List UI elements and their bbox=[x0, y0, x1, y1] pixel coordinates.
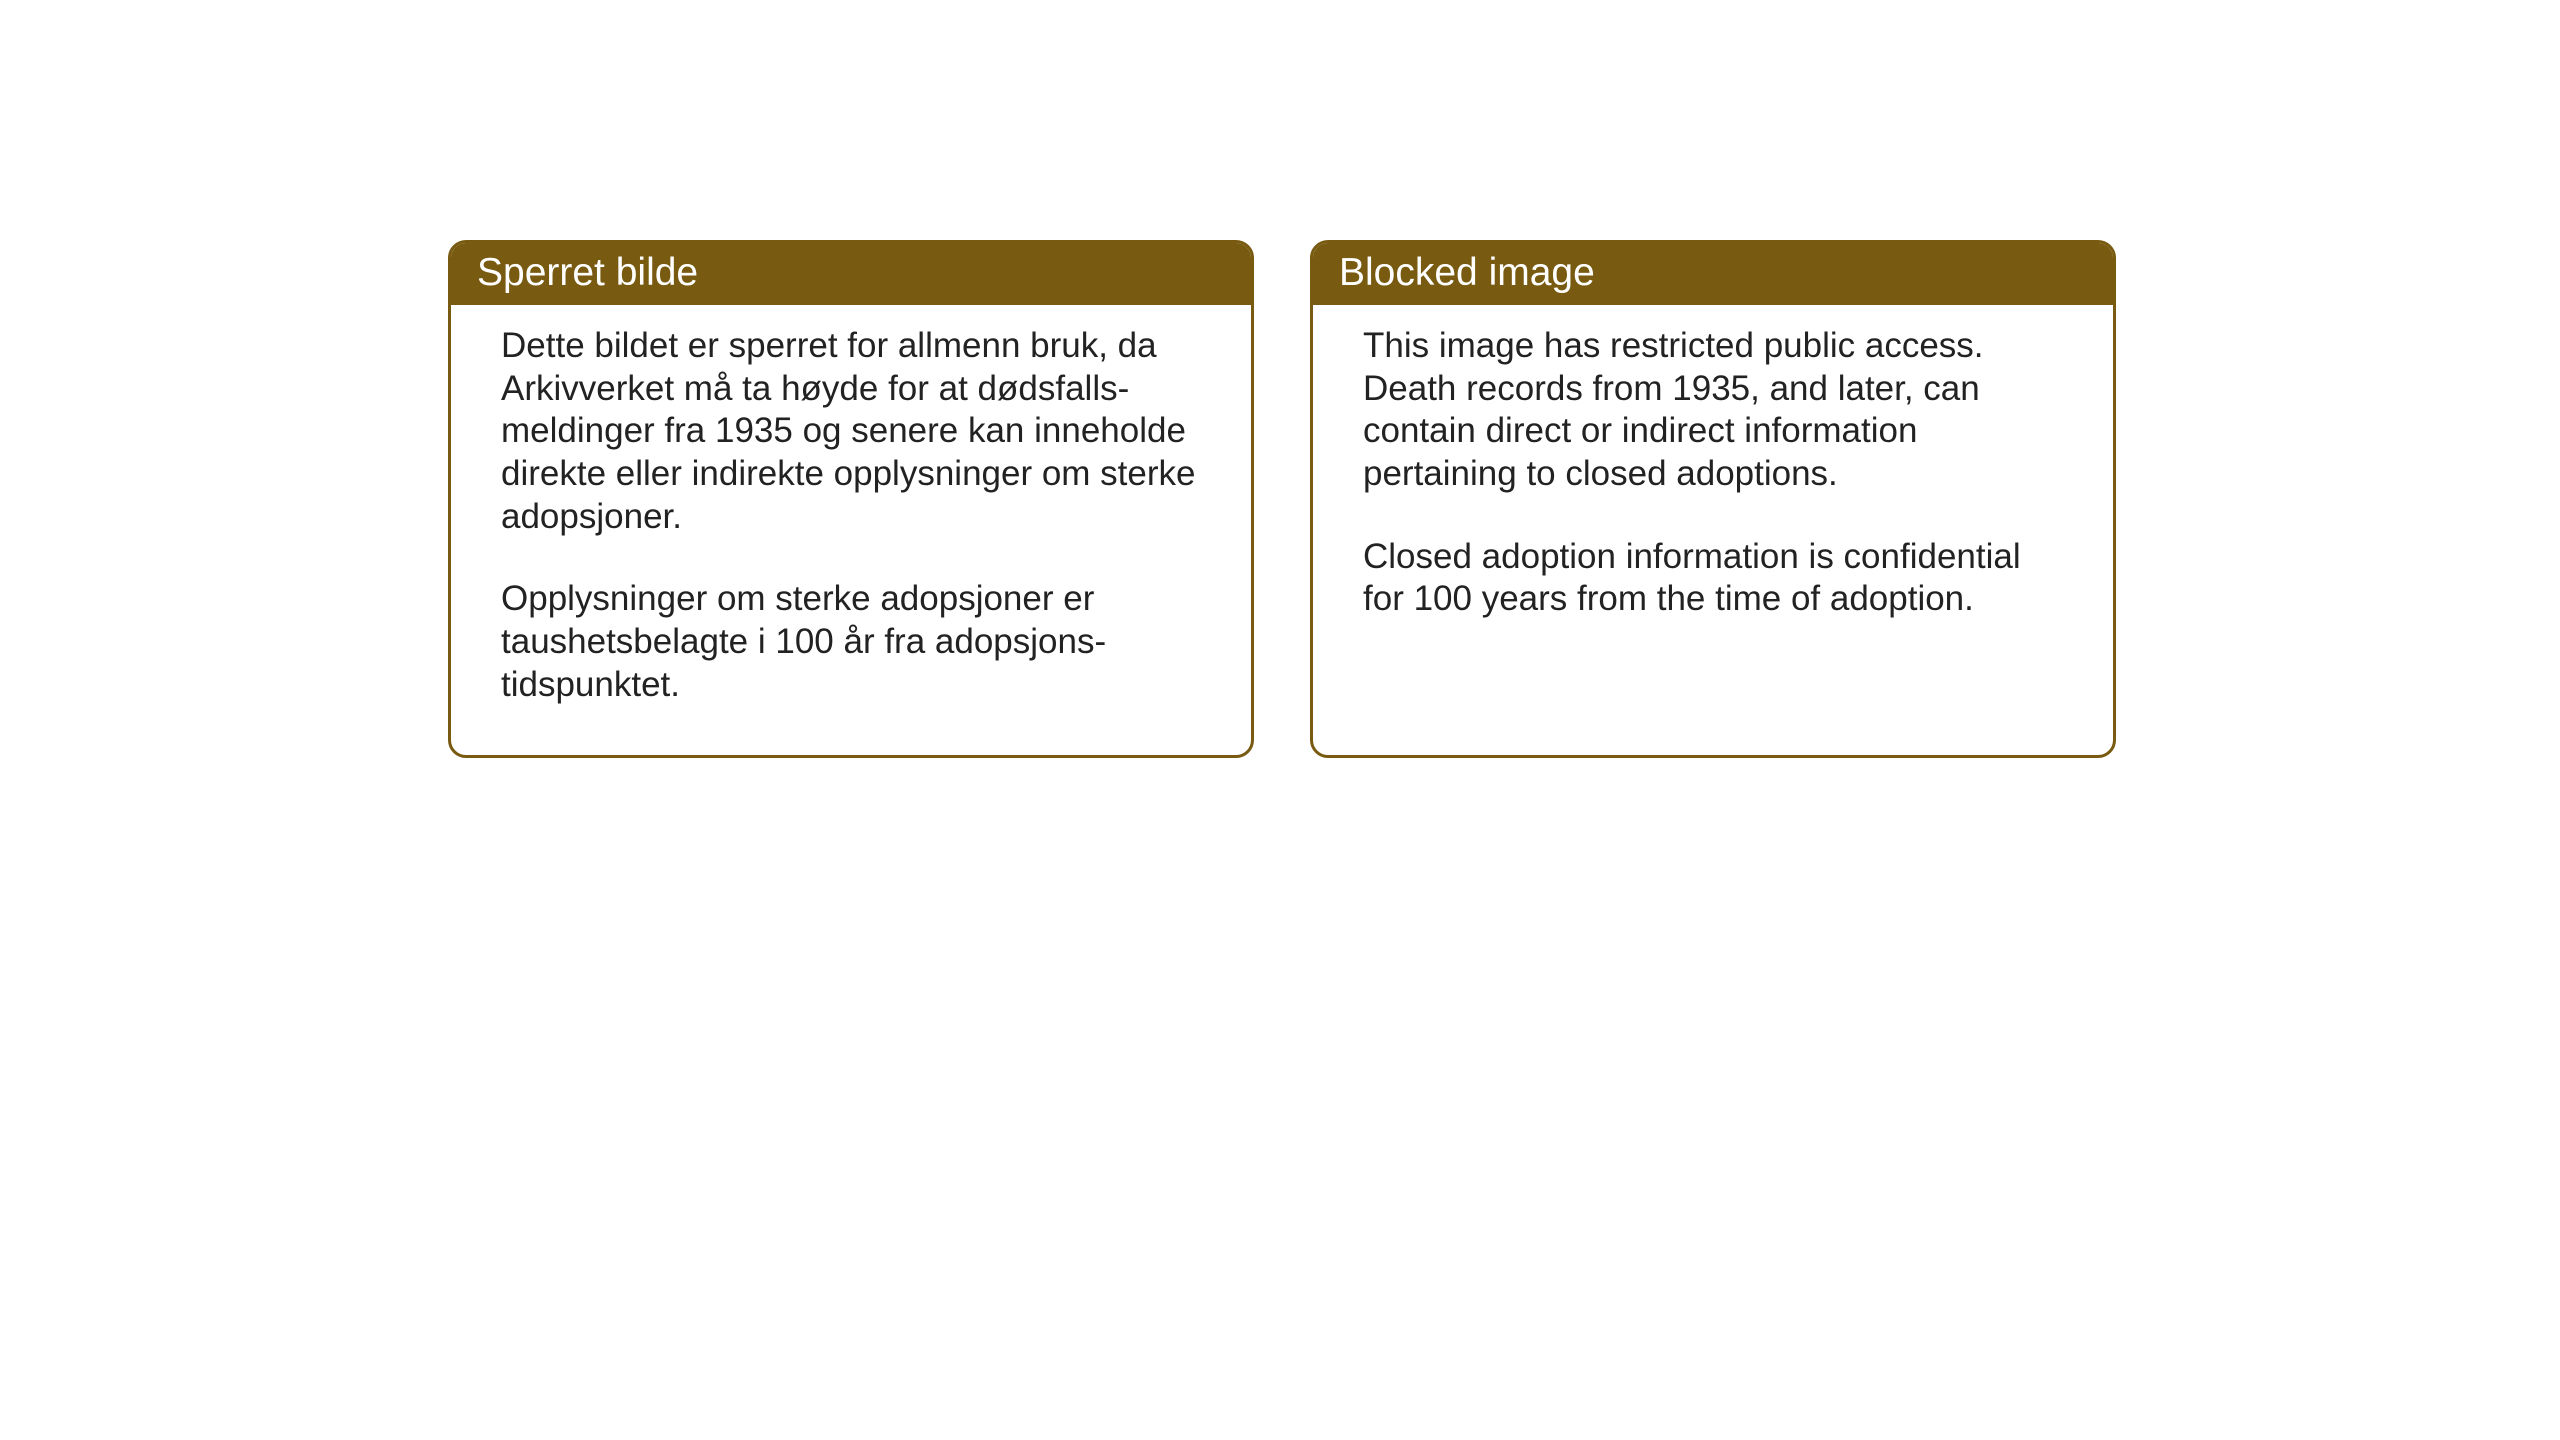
card-header-norwegian: Sperret bilde bbox=[451, 243, 1251, 305]
card-body-english: This image has restricted public access.… bbox=[1313, 305, 2113, 755]
card-paragraph-2-norwegian: Opplysninger om sterke adopsjoner er tau… bbox=[501, 578, 1201, 706]
card-norwegian: Sperret bilde Dette bildet er sperret fo… bbox=[448, 240, 1254, 758]
card-header-english: Blocked image bbox=[1313, 243, 2113, 305]
card-paragraph-2-english: Closed adoption information is confident… bbox=[1363, 536, 2063, 621]
card-english: Blocked image This image has restricted … bbox=[1310, 240, 2116, 758]
card-body-norwegian: Dette bildet er sperret for allmenn bruk… bbox=[451, 305, 1251, 755]
card-paragraph-1-english: This image has restricted public access.… bbox=[1363, 325, 2063, 496]
card-paragraph-1-norwegian: Dette bildet er sperret for allmenn bruk… bbox=[501, 325, 1201, 538]
card-title-english: Blocked image bbox=[1339, 251, 1595, 294]
cards-container: Sperret bilde Dette bildet er sperret fo… bbox=[448, 240, 2116, 758]
card-title-norwegian: Sperret bilde bbox=[477, 251, 698, 294]
